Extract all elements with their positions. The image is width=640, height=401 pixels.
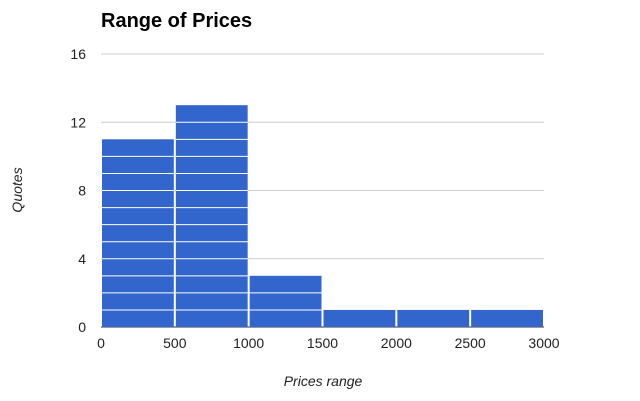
bar-rect [471, 309, 543, 327]
gridlines [101, 53, 544, 328]
x-axis-ticks: 0 500 1000 1500 2000 2500 3000 [97, 335, 560, 351]
bar-rect [175, 105, 248, 327]
x-tick-label: 2000 [381, 335, 412, 351]
bar-rect [249, 275, 322, 327]
x-tick-label: 2500 [455, 335, 486, 351]
y-tick-label: 4 [78, 251, 86, 267]
y-tick-label: 16 [70, 46, 86, 62]
bar-1000-1500 [249, 275, 322, 327]
bar-2500-3000 [471, 309, 543, 327]
bar-rect [323, 309, 396, 327]
x-tick-label: 1000 [233, 335, 264, 351]
chart-title: Range of Prices [101, 10, 252, 32]
x-tick-label: 3000 [528, 335, 559, 351]
x-tick-label: 500 [163, 335, 187, 351]
y-axis-label: Quotes [9, 167, 25, 212]
y-tick-label: 12 [70, 114, 86, 130]
x-axis-label: Prices range [284, 373, 363, 389]
bar-rect [102, 139, 174, 327]
bar-0-500 [102, 139, 174, 327]
bars [102, 105, 543, 327]
x-tick-label: 0 [97, 335, 105, 351]
y-tick-label: 8 [78, 183, 86, 199]
y-axis-ticks: 0 4 8 12 16 [70, 46, 86, 335]
bar-1500-2000 [323, 309, 396, 327]
x-tick-label: 1500 [307, 335, 338, 351]
y-tick-label: 0 [78, 319, 86, 335]
bar-rect [397, 309, 470, 327]
bar-500-1000 [175, 105, 248, 327]
bar-2000-2500 [397, 309, 470, 327]
